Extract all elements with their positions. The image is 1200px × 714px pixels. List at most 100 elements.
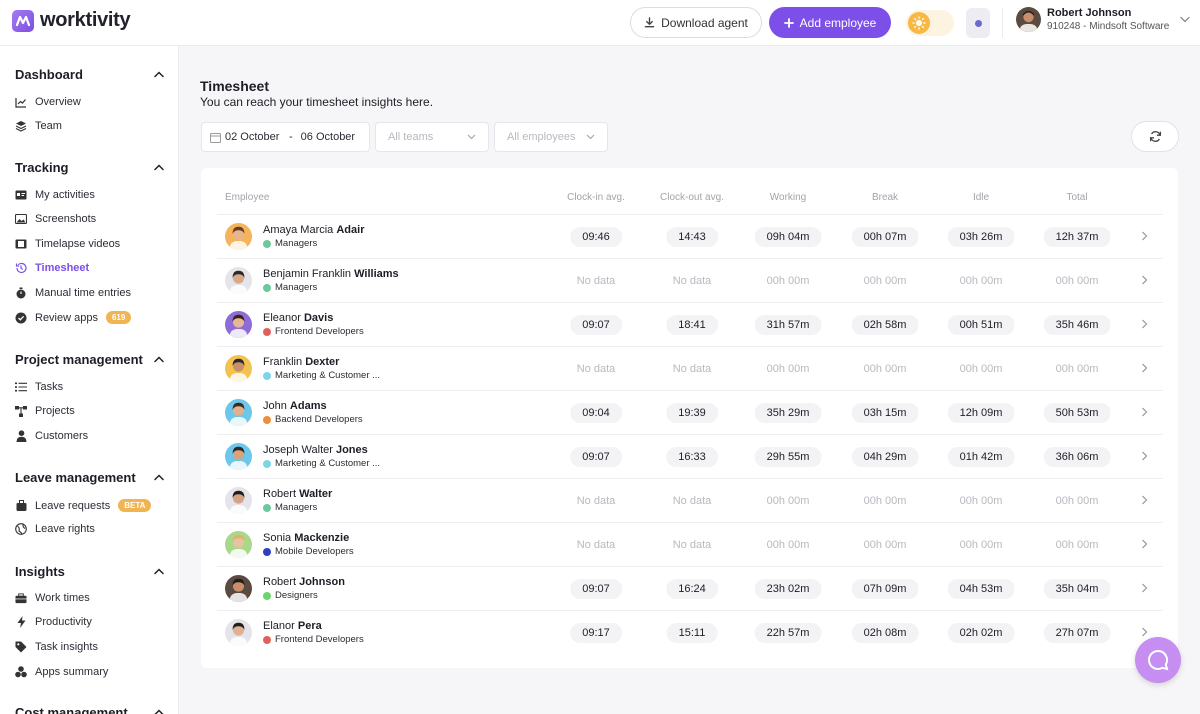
sidebar-item-leave-requests[interactable]: Leave requests BETA [15, 499, 152, 512]
employee-name[interactable]: Benjamin Franklin Williams [263, 268, 399, 280]
employee-name[interactable]: Amaya Marcia Adair [263, 224, 364, 236]
employee-last-name: Dexter [305, 356, 340, 368]
chevron-right-icon[interactable] [1141, 319, 1148, 329]
add-employee-button[interactable]: Add employee [769, 7, 891, 38]
clock-in-cell: 09:04 [570, 403, 622, 423]
employee-team: Designers [263, 590, 318, 601]
chevron-right-icon[interactable] [1141, 275, 1148, 285]
sidebar-item-customers[interactable]: Customers [15, 430, 88, 442]
chevron-right-icon[interactable] [1141, 231, 1148, 241]
chevron-right-icon[interactable] [1141, 363, 1148, 373]
sidebar-item-review-apps[interactable]: Review apps 619 [15, 311, 132, 324]
table-row[interactable]: Franklin Dexter Marketing & Customer ... N… [217, 346, 1163, 390]
teams-select[interactable]: All teams [375, 122, 489, 152]
sidebar-section-insights[interactable]: Insights [15, 564, 65, 579]
chevron-right-icon[interactable] [1141, 407, 1148, 417]
employee-name[interactable]: Franklin Dexter [263, 356, 339, 368]
user-menu[interactable]: Robert Johnson 910248 - Mindsoft Softwar… [1016, 7, 1169, 32]
table-row[interactable]: Robert Walter Managers No data No data 00h 0… [217, 478, 1163, 522]
sidebar-item-projects[interactable]: Projects [15, 405, 75, 417]
table-row[interactable]: Benjamin Franklin Williams Managers No dat… [217, 258, 1163, 302]
sidebar-item-task-insights[interactable]: Task insights [15, 641, 98, 653]
sidebar-item-productivity[interactable]: Productivity [15, 616, 92, 628]
avatar [225, 575, 252, 602]
chevron-down-icon[interactable] [1180, 16, 1190, 23]
sidebar-section-leave-management[interactable]: Leave management [15, 470, 136, 485]
calendar-icon [210, 132, 221, 143]
refresh-button[interactable] [1131, 121, 1179, 152]
table-row[interactable]: Eleanor Davis Frontend Developers 09:07 18:… [217, 302, 1163, 346]
clock-out-cell: 14:43 [666, 227, 718, 247]
date-range-picker[interactable]: 02 October - 06 October [201, 122, 370, 152]
teams-select-placeholder: All teams [388, 131, 434, 143]
chevron-up-icon[interactable] [154, 356, 164, 363]
sidebar-item-label: Overview [35, 96, 81, 108]
sidebar-item-timelapse-videos[interactable]: Timelapse videos [15, 238, 120, 250]
sidebar-item-manual-time-entries[interactable]: Manual time entries [15, 287, 131, 299]
sidebar-section-tracking[interactable]: Tracking [15, 160, 69, 175]
logo[interactable]: worktivity [12, 9, 131, 32]
chevron-up-icon[interactable] [154, 568, 164, 575]
sidebar-item-team[interactable]: Team [15, 120, 62, 132]
sidebar-item-label: Team [35, 120, 62, 132]
chevron-down-icon [467, 134, 476, 140]
table-row[interactable]: John Adams Backend Developers 09:04 19:39 35… [217, 390, 1163, 434]
sidebar-item-my-activities[interactable]: My activities [15, 189, 95, 201]
chevron-up-icon[interactable] [154, 71, 164, 78]
employee-name[interactable]: John Adams [263, 400, 327, 412]
employee-last-name: Davis [303, 312, 334, 324]
clock-out-cell: No data [672, 539, 712, 551]
sidebar-section-dashboard[interactable]: Dashboard [15, 67, 83, 82]
employee-last-name: Adair [336, 224, 365, 236]
chevron-right-icon[interactable] [1141, 495, 1148, 505]
chevron-right-icon[interactable] [1141, 451, 1148, 461]
sidebar-section-cost-management[interactable]: Cost management [15, 705, 128, 714]
chevron-up-icon[interactable] [154, 709, 164, 714]
chart-icon [15, 96, 27, 108]
sidebar-item-screenshots[interactable]: Screenshots [15, 213, 96, 225]
sidebar-item-leave-rights[interactable]: Leave rights [15, 523, 95, 535]
date-from[interactable]: 02 October [225, 131, 280, 143]
clock-in-cell: No data [576, 275, 616, 287]
table-row[interactable]: Sonia Mackenzie Mobile Developers No data N… [217, 522, 1163, 566]
clock-in-cell: No data [576, 495, 616, 507]
avatar [225, 355, 252, 382]
clock-out-cell: 15:11 [666, 623, 718, 643]
employee-first-name: Sonia [263, 532, 292, 544]
employee-name[interactable]: Robert Walter [263, 488, 332, 500]
notification-button[interactable] [966, 8, 990, 38]
table-row[interactable]: Joseph Walter Jones Marketing & Customer … [217, 434, 1163, 478]
employees-select[interactable]: All employees [494, 122, 608, 152]
working-cell: 00h 00m [766, 539, 810, 551]
notification-dot-icon [974, 19, 982, 27]
chat-button[interactable] [1135, 637, 1181, 683]
sidebar-item-overview[interactable]: Overview [15, 96, 81, 108]
table-row[interactable]: Robert Johnson Designers 09:07 16:24 23h 02m… [217, 566, 1163, 610]
download-agent-button[interactable]: Download agent [630, 7, 762, 38]
beta-badge: BETA [118, 499, 152, 512]
chevron-right-icon[interactable] [1141, 539, 1148, 549]
chevron-up-icon[interactable] [154, 474, 164, 481]
employee-name[interactable]: Eleanor Davis [263, 312, 333, 324]
idle-cell: 00h 51m [947, 315, 1015, 335]
table-row[interactable]: Amaya Marcia Adair Managers 09:46 14:43 09h … [217, 214, 1163, 258]
date-to[interactable]: 06 October [300, 131, 356, 143]
employee-team: Mobile Developers [263, 546, 354, 557]
employee-name[interactable]: Robert Johnson [263, 576, 345, 588]
chevron-right-icon[interactable] [1141, 627, 1148, 637]
column-header-employee: Employee [225, 192, 270, 203]
sidebar-section-project-management[interactable]: Project management [15, 352, 143, 367]
theme-toggle[interactable] [906, 10, 954, 36]
chevron-up-icon[interactable] [154, 164, 164, 171]
sidebar-item-work-times[interactable]: Work times [15, 592, 90, 604]
chevron-right-icon[interactable] [1141, 583, 1148, 593]
employee-name[interactable]: Joseph Walter Jones [263, 444, 368, 456]
table-row[interactable]: Elanor Pera Frontend Developers 09:17 15:11… [217, 610, 1163, 654]
avatar [225, 531, 252, 558]
employee-name[interactable]: Elanor Pera [263, 620, 322, 632]
break-cell: 00h 07m [851, 227, 919, 247]
sidebar-item-apps-summary[interactable]: Apps summary [15, 666, 108, 678]
employee-name[interactable]: Sonia Mackenzie [263, 532, 349, 544]
sidebar-item-timesheet[interactable]: Timesheet [15, 262, 89, 274]
sidebar-item-tasks[interactable]: Tasks [15, 381, 63, 393]
